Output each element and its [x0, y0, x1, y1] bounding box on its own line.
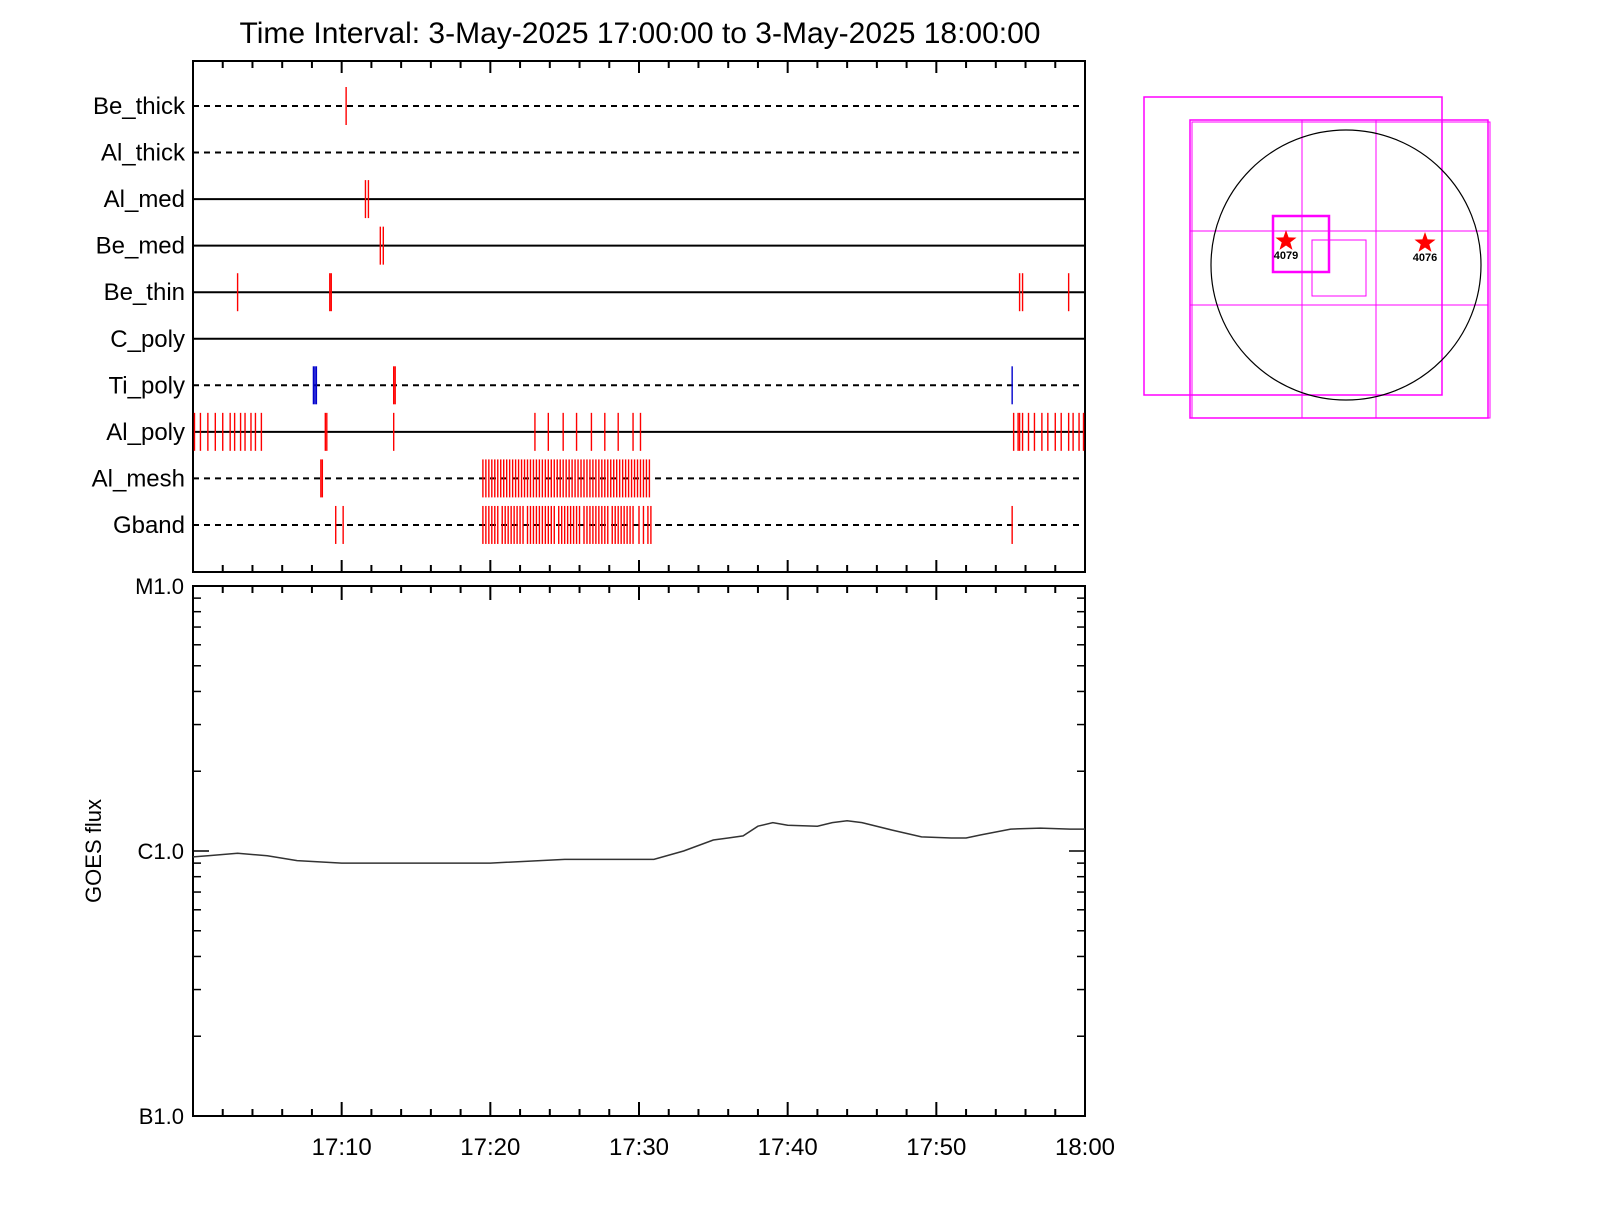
raster-panel: Be_thick Al_thick Al_med Be_med Be_thin C_pol…	[92, 60, 1086, 573]
channel-label-al-med: Al_med	[104, 186, 185, 213]
fov-box	[1143, 96, 1443, 396]
channel-label-be-med: Be_med	[96, 233, 185, 260]
x-tick-label: 17:50	[906, 1134, 966, 1161]
x-tick-label: 17:40	[758, 1134, 818, 1161]
channel-label-al-thick: Al_thick	[101, 140, 186, 167]
y-tick-label: B1.0	[139, 1104, 184, 1129]
channel-label-al-mesh: Al_mesh	[92, 465, 185, 492]
goes-frame	[192, 585, 1086, 1117]
channel-label-gband: Gband	[113, 512, 185, 539]
channel-label-be-thin: Be_thin	[104, 279, 185, 306]
x-tick-label: 17:20	[460, 1134, 520, 1161]
fov-box	[1311, 239, 1367, 297]
fov-box	[1271, 214, 1331, 274]
channel-label-c-poly: C_poly	[110, 326, 185, 353]
y-tick-label: M1.0	[135, 574, 184, 599]
channel-label-be-thick: Be_thick	[93, 93, 186, 120]
active-region-star	[1275, 230, 1297, 250]
fov-box	[1189, 119, 1489, 419]
active-region-label: 4076	[1413, 252, 1437, 264]
x-tick-label: 17:30	[609, 1134, 669, 1161]
channel-label-al-poly: Al_poly	[106, 419, 185, 446]
goes-flux-panel: GOES flux M1.0 C1.0 B1.0 17:10 17:20 17:30 17:…	[81, 574, 1115, 1161]
channel-label-ti-poly: Ti_poly	[109, 372, 185, 399]
solar-map: 4079 4076	[1143, 96, 1491, 419]
chart-title: Time Interval: 3-May-2025 17:00:00 to 3-…	[239, 17, 1040, 50]
raster-frame	[192, 60, 1086, 573]
fov-box	[1191, 121, 1491, 419]
active-region-star	[1414, 232, 1436, 252]
x-tick-label: 18:00	[1055, 1134, 1115, 1161]
y-axis-label: GOES flux	[81, 799, 106, 903]
active-region-label: 4079	[1274, 250, 1298, 262]
goes-flux-line	[192, 820, 1085, 864]
solar-disk	[1210, 129, 1482, 401]
x-tick-label: 17:10	[312, 1134, 372, 1161]
y-tick-label: C1.0	[138, 839, 184, 864]
